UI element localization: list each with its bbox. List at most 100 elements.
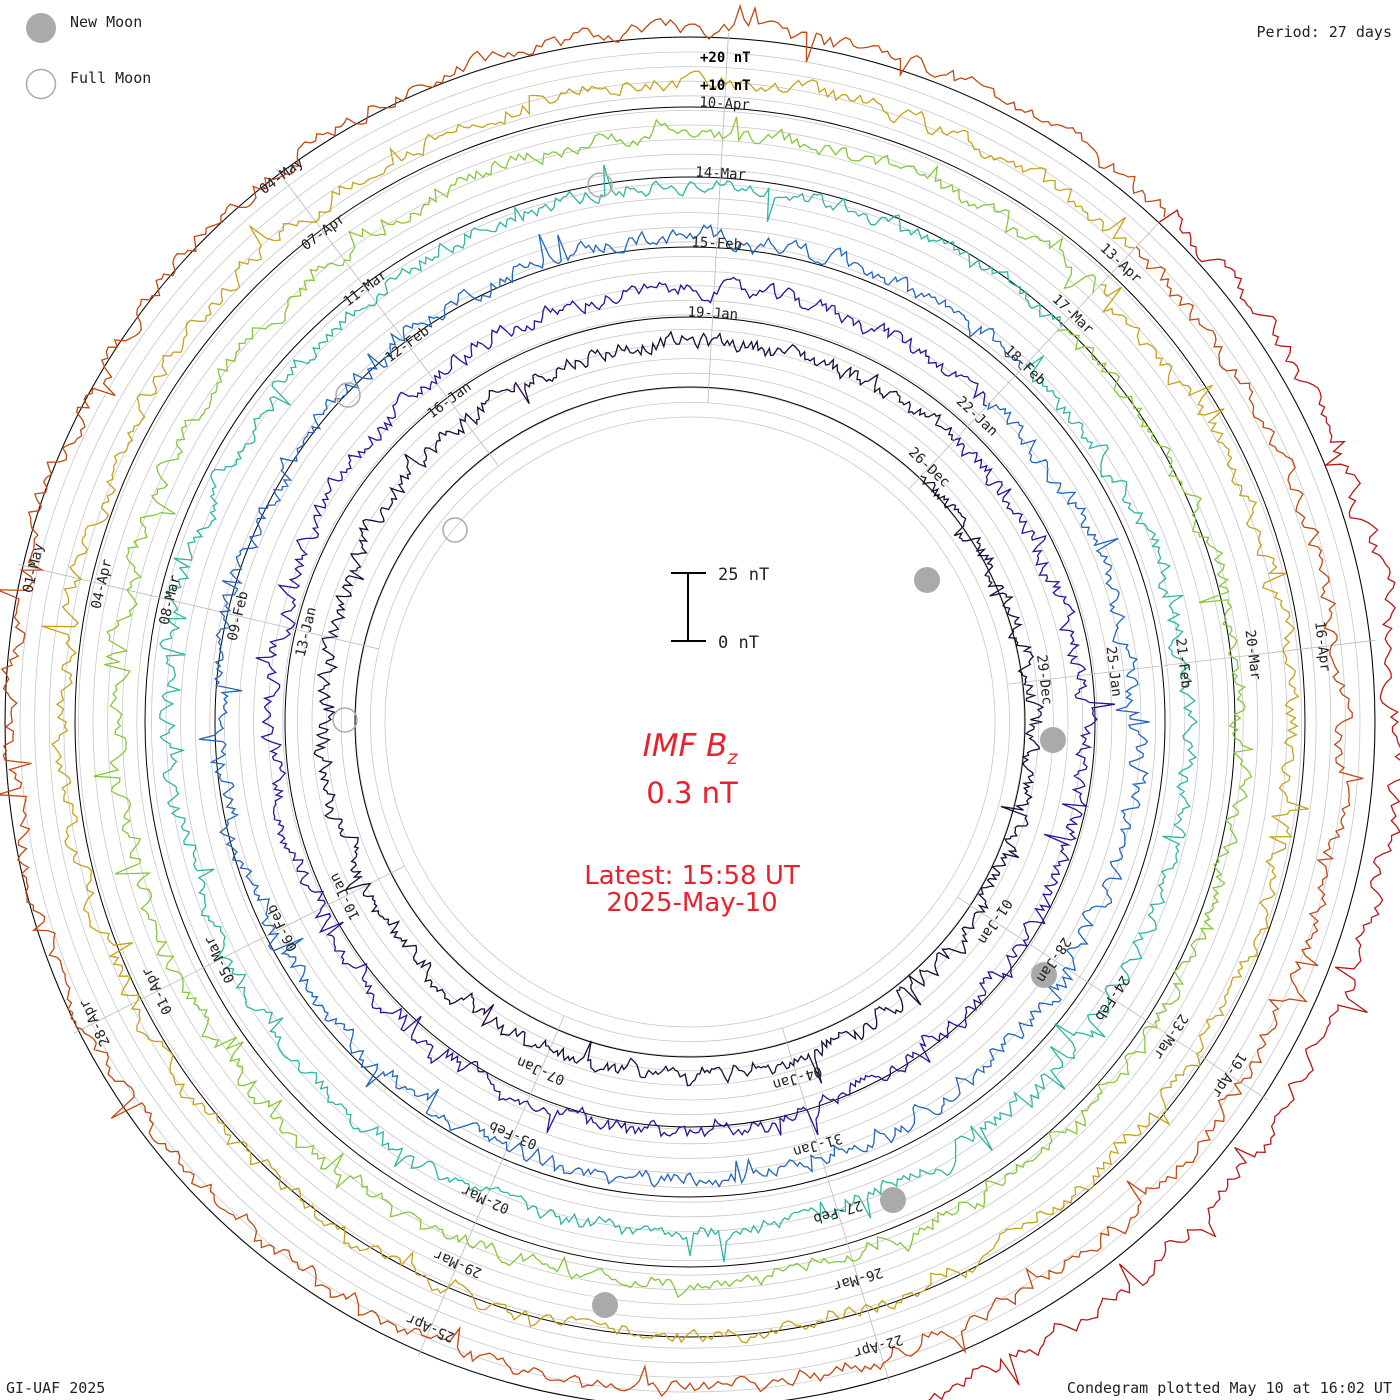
date-label: 11-Mar (341, 267, 391, 310)
legend-full-moon-label: Full Moon (70, 69, 152, 87)
new-moon-marker (1040, 727, 1066, 753)
date-label: 07-Jan (514, 1053, 567, 1088)
grid-ring (63, 95, 1317, 1349)
zero-ring (4, 36, 1376, 1400)
full-moon-marker (332, 707, 358, 733)
date-label: 03-Feb (487, 1117, 540, 1152)
grid-ring (121, 153, 1259, 1291)
grid-spoke (417, 1015, 565, 1357)
date-label: 25-Jan (1103, 645, 1125, 697)
grid-ring (48, 80, 1332, 1364)
series-line-cycle-6 (41, 70, 1309, 1344)
date-label: 04-May (257, 155, 307, 198)
grid-ring (209, 241, 1171, 1203)
series-line-cycle-7 (0, 3, 1364, 1398)
grid-ring (180, 212, 1200, 1232)
ring-value-label: +10 nT (700, 78, 751, 94)
grid-ring (136, 168, 1244, 1276)
grid-ring (194, 226, 1186, 1218)
grid-layer (4, 33, 1376, 1400)
latest-date: 2025-May-10 (606, 888, 777, 918)
date-label: 10-Apr (699, 95, 750, 114)
scale-bar-top-label: 25 nT (718, 565, 769, 585)
date-label: 01-May (20, 542, 47, 595)
series-layer (0, 3, 1400, 1400)
full-moon-marker (587, 172, 613, 198)
date-label: 29-Dec (1033, 654, 1055, 706)
grid-ring (267, 299, 1113, 1145)
grid-spoke (1007, 639, 1376, 685)
date-label: 16-Jan (424, 379, 474, 422)
grid-ring (19, 51, 1361, 1393)
grid-ring (384, 416, 996, 1028)
new-moon-marker (914, 567, 940, 593)
date-label: 20-Mar (1242, 629, 1264, 681)
new-moon-marker (592, 1292, 618, 1318)
grid-ring (107, 139, 1273, 1305)
grid-spoke (276, 169, 499, 467)
date-label: 04-Apr (88, 558, 115, 611)
date-label: 21-Feb (1172, 637, 1194, 689)
zero-ring (214, 246, 1166, 1198)
series-line-cycle-1 (313, 330, 1045, 1087)
date-label: 15-Feb (691, 234, 742, 253)
date-label: 02-Mar (459, 1182, 512, 1217)
grid-ring (253, 285, 1127, 1159)
date-label: 01-Apr (139, 965, 176, 1017)
legend-new-moon-label: New Moon (70, 13, 143, 31)
grid-ring (78, 110, 1302, 1334)
grid-ring (326, 358, 1054, 1086)
scale-bar-bottom-label: 0 nT (718, 633, 759, 653)
grid-spoke (908, 218, 1163, 490)
legend-new-moon-icon (26, 13, 56, 43)
date-label: 19-Apr (1208, 1049, 1249, 1100)
grid-spoke (18, 564, 379, 650)
date-label: 07-Apr (299, 211, 349, 254)
grid-spoke (957, 896, 1268, 1101)
grid-ring (34, 66, 1346, 1378)
date-label: 04-Jan (771, 1063, 824, 1093)
series-line-cycle-3 (198, 224, 1150, 1188)
grid-spoke (73, 865, 405, 1034)
zero-ring (74, 106, 1306, 1338)
grid-ring (151, 183, 1229, 1261)
grid-ring (369, 401, 1011, 1043)
center-title: IMF Bz (643, 728, 739, 769)
date-label: 01-Jan (974, 896, 1015, 947)
grid-ring (311, 343, 1069, 1101)
series-line-cycle-8 (928, 209, 1400, 1400)
legend-full-moon-icon (25, 68, 57, 100)
series-line-cycle-2 (255, 276, 1116, 1138)
grid-ring (355, 387, 1025, 1057)
date-label: 10-Jan (326, 870, 363, 922)
date-label: 22-Apr (852, 1331, 905, 1361)
full-moon-marker (442, 517, 468, 543)
plotted-timestamp: Condegram plotted May 10 at 16:02 UT (1066, 1379, 1392, 1397)
zero-ring (144, 176, 1236, 1268)
grid-ring (282, 314, 1098, 1130)
latest-time: Latest: 15:58 UT (584, 861, 800, 891)
grid-ring (340, 372, 1040, 1072)
zero-ring (284, 316, 1096, 1128)
date-label: 14-Mar (695, 164, 746, 183)
scale-bar: 25 nT 0 nT (671, 565, 769, 653)
date-label: 29-Mar (431, 1246, 484, 1281)
date-label: 13-Jan (293, 606, 320, 659)
series-line-cycle-5 (93, 116, 1255, 1299)
center-title-sub: z (726, 747, 738, 769)
date-label: 23-Mar (1150, 1011, 1191, 1062)
current-value: 0.3 nT (646, 776, 738, 810)
moon-layer (332, 172, 1066, 1318)
date-label: 05-Mar (201, 933, 238, 985)
date-label: 16-Apr (1311, 621, 1333, 673)
date-label: 28-Apr (77, 996, 114, 1048)
credit-label: GI-UAF 2025 (6, 1379, 106, 1397)
full-moon-marker (335, 382, 361, 408)
series-line-cycle-4 (159, 164, 1198, 1263)
date-label: 26-Dec (905, 444, 953, 490)
grid-spoke (782, 1028, 890, 1383)
grid-ring (238, 270, 1142, 1174)
ring-value-label: +20 nT (700, 50, 751, 66)
grid-ring (92, 124, 1288, 1320)
